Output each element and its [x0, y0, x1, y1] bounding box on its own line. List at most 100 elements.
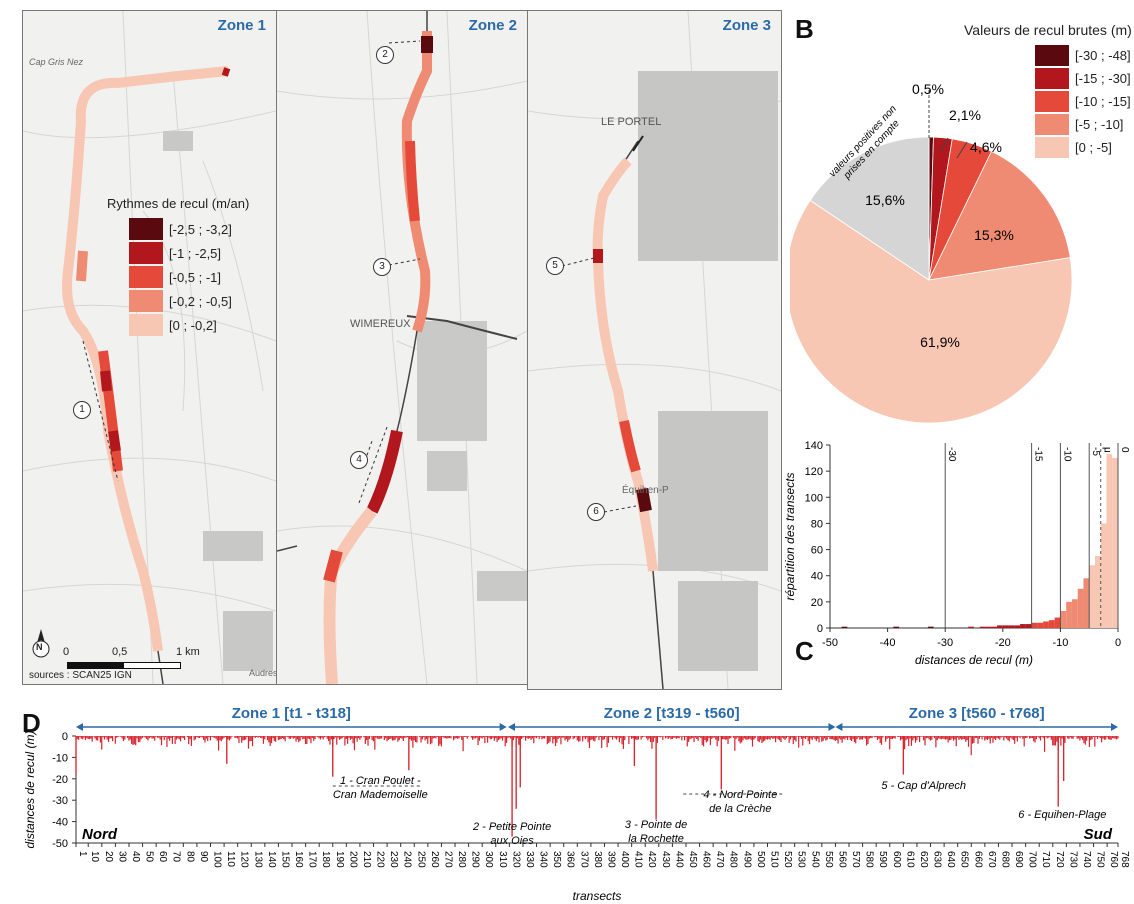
transect-x-tick-label: 90 — [198, 851, 209, 863]
panel-letter-b: B — [795, 14, 814, 44]
transect-bar — [563, 736, 565, 738]
transect-bar — [876, 736, 879, 741]
transect-bar — [84, 736, 87, 740]
transect-bar — [95, 736, 97, 741]
transect-bar — [690, 736, 692, 739]
transect-bar — [569, 736, 572, 739]
transect-bar — [477, 736, 479, 746]
transect-bar — [1033, 736, 1035, 742]
transect-bar — [488, 736, 490, 738]
transect-annotation: Cran Mademoiselle — [333, 789, 428, 801]
transect-bar — [732, 736, 735, 738]
transect-bar — [882, 736, 884, 738]
transect-bar — [605, 736, 607, 737]
transect-bar — [594, 736, 596, 742]
transect-x-tick-label: 340 — [538, 851, 549, 868]
transect-annotation: 3 - Pointe de — [625, 819, 687, 831]
transect-bar — [482, 736, 485, 738]
transect-bar — [689, 736, 691, 740]
transect-bar — [780, 736, 782, 743]
transect-bar — [328, 736, 330, 741]
transect-bar — [393, 736, 395, 741]
transect-bar — [319, 736, 322, 740]
transect-bar — [281, 736, 284, 738]
transect-x-tick-label: 150 — [279, 851, 290, 868]
transect-bar — [602, 736, 604, 740]
transect-bar — [618, 736, 620, 743]
transect-bar — [708, 736, 710, 738]
transect-bar — [741, 736, 743, 743]
transect-bar — [197, 736, 199, 738]
transect-bar — [643, 736, 645, 737]
transect-bar — [685, 736, 687, 738]
transect-peak-bar — [720, 736, 722, 790]
zone-range-label: Zone 3 [t560 - t768] — [909, 705, 1045, 722]
transect-bar — [758, 736, 760, 743]
transect-bar — [98, 736, 100, 738]
transect-bar — [565, 736, 567, 739]
transect-bar — [410, 736, 413, 741]
transect-bar — [287, 736, 289, 738]
transect-bar — [163, 736, 165, 741]
transect-x-tick-label: 480 — [728, 851, 739, 868]
transect-bar — [188, 736, 190, 745]
transect-bar — [280, 736, 282, 739]
transect-bar — [353, 736, 356, 751]
transect-bar — [167, 736, 169, 739]
transect-bar — [239, 736, 241, 738]
transect-x-tick-label: 640 — [945, 851, 956, 868]
transect-bar — [851, 736, 853, 741]
transect-bar — [234, 736, 236, 738]
transect-bar — [917, 736, 919, 738]
transect-bar — [610, 736, 612, 738]
transect-bar — [709, 736, 711, 746]
transect-bar — [171, 736, 173, 744]
transect-bar — [310, 736, 312, 744]
transect-bar — [548, 736, 550, 743]
transect-bar — [800, 736, 803, 739]
transect-bar — [1045, 736, 1047, 738]
transect-bar — [1061, 736, 1063, 739]
transect-bar — [629, 736, 631, 737]
transect-bar — [243, 736, 246, 741]
transect-x-tick-label: 230 — [388, 851, 399, 868]
transect-bar — [91, 736, 93, 742]
transect-x-tick-label: 590 — [877, 851, 888, 868]
transect-bar — [160, 736, 163, 746]
transect-bar — [526, 736, 528, 738]
transect-bar — [795, 736, 797, 742]
transect-bar — [1067, 736, 1069, 739]
transect-bar — [184, 736, 186, 740]
transect-bar — [628, 736, 630, 745]
transect-bar — [435, 736, 437, 739]
transect-bar — [480, 736, 482, 738]
transect-x-tick-label: 20 — [103, 851, 114, 863]
transect-bar — [1023, 736, 1025, 747]
transect-bar — [260, 736, 262, 738]
transect-bar — [342, 736, 345, 737]
hist-x-tick-label: -10 — [1052, 637, 1068, 649]
transect-bar — [670, 736, 672, 740]
transect-bar — [719, 736, 721, 737]
transect-bar — [855, 736, 857, 744]
transect-bar — [110, 736, 112, 739]
transect-bar — [1102, 736, 1104, 739]
transect-bar — [962, 736, 964, 740]
place-label-equihen: Équihen-P — [622, 485, 669, 496]
transect-bar — [927, 736, 929, 738]
transect-bar — [826, 736, 828, 740]
transect-bar — [524, 736, 527, 741]
transect-annotation: 1 - Cran Poulet - — [340, 775, 421, 787]
scale-label-1km: 1 km — [176, 646, 200, 658]
transect-x-tick-label: 730 — [1067, 851, 1078, 868]
transect-bar — [818, 736, 820, 743]
transect-bar — [450, 736, 452, 739]
transect-bar — [269, 736, 271, 746]
transect-bar — [616, 736, 618, 740]
transect-bar — [531, 736, 534, 739]
transect-bar — [193, 736, 195, 741]
transect-bar — [772, 736, 774, 739]
transect-bar — [205, 736, 207, 739]
transect-bar — [306, 736, 308, 744]
hist-bar — [1089, 565, 1095, 628]
